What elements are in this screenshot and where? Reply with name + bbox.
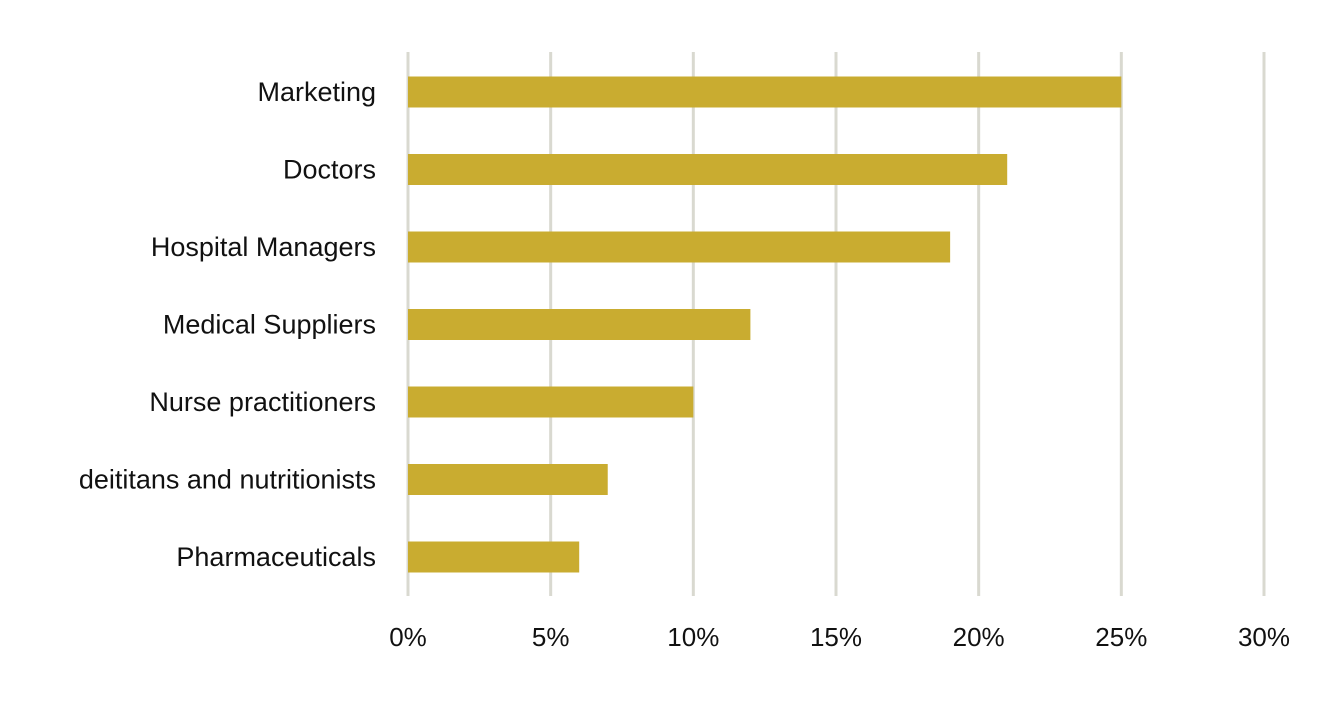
bar-nurse-practitioners [408, 386, 694, 418]
bar-deititans-and-nutritionists [408, 464, 608, 495]
category-label-nurse-practitioners: Nurse practitioners [149, 387, 376, 417]
x-tick-label-10: 10% [667, 622, 719, 652]
category-label-hospital-managers: Hospital Managers [151, 232, 376, 262]
x-tick-label-25: 25% [1095, 622, 1147, 652]
bar-pharmaceuticals [408, 541, 580, 573]
bar-medical-suppliers [408, 309, 751, 340]
bars [408, 76, 1122, 573]
category-label-doctors: Doctors [283, 155, 376, 185]
x-axis-tick-labels: 0% 5% 10% 15% 20% 25% 30% [389, 622, 1290, 652]
x-tick-label-15: 15% [810, 622, 862, 652]
x-tick-label-20: 20% [953, 622, 1005, 652]
x-tick-label-0: 0% [389, 622, 427, 652]
category-label-pharmaceuticals: Pharmaceuticals [176, 542, 376, 572]
bar-marketing [408, 76, 1122, 108]
x-tick-label-5: 5% [532, 622, 570, 652]
category-label-deititans-and-nutritionists: deititans and nutritionists [79, 465, 376, 495]
bar-doctors [408, 154, 1008, 185]
category-label-medical-suppliers: Medical Suppliers [163, 310, 376, 340]
category-labels: Marketing Doctors Hospital Managers Medical… [79, 77, 376, 572]
x-tick-label-30: 30% [1238, 622, 1290, 652]
bar-hospital-managers [408, 231, 951, 263]
category-label-marketing: Marketing [257, 77, 376, 107]
